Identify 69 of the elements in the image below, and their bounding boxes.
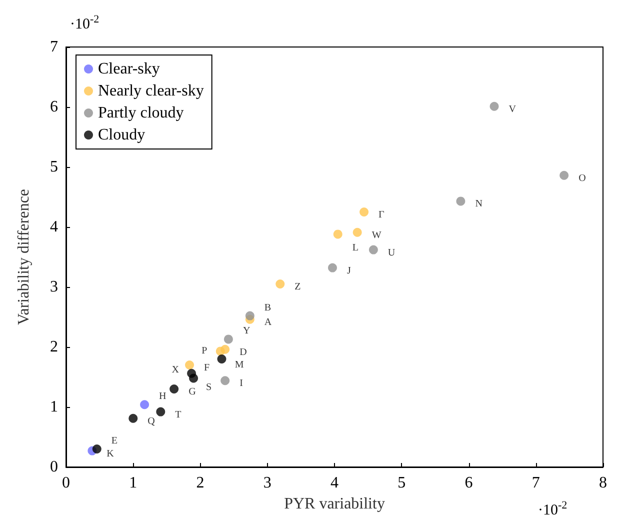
point — [128, 414, 138, 423]
y-tick-label: 4 — [50, 218, 58, 236]
y-tick-label: 2 — [50, 338, 58, 356]
point — [170, 384, 179, 394]
data-label: S — [206, 382, 212, 393]
point — [368, 245, 378, 254]
data-label: Q — [148, 416, 156, 427]
point — [140, 400, 150, 410]
data-label: Y — [242, 326, 250, 337]
data-label: F — [204, 362, 210, 374]
point — [560, 170, 569, 180]
y-tick-label: 1 — [50, 398, 58, 416]
x-tick-label: 6 — [464, 474, 473, 492]
y-tick-label: 7 — [50, 38, 58, 56]
x-tick-label: 1 — [129, 474, 138, 492]
data-label: G — [188, 386, 196, 398]
legend-label: Partly cloudy — [98, 104, 184, 122]
x-axis-title: PYR variability — [284, 495, 385, 512]
point — [352, 228, 362, 237]
point — [185, 360, 194, 370]
x-tick-label: 8 — [599, 474, 607, 492]
data-label: L — [352, 242, 358, 254]
x-tick-label: 5 — [398, 474, 406, 492]
data-label: P — [202, 346, 208, 356]
point — [220, 376, 230, 386]
y-tick-label: 6 — [50, 98, 58, 116]
y-tick-label: 5 — [50, 158, 58, 176]
data-label: I — [240, 378, 243, 390]
point — [360, 208, 369, 216]
point — [333, 230, 342, 239]
point — [156, 407, 166, 416]
point — [217, 354, 226, 364]
data-label: A — [264, 316, 272, 328]
data-label: E — [111, 436, 118, 446]
point — [216, 346, 225, 356]
data-label: Γ — [378, 210, 385, 220]
point — [92, 444, 102, 454]
data-label: N — [475, 198, 482, 210]
x-tick-label: 0 — [62, 474, 70, 492]
data-label: V — [508, 104, 517, 115]
data-label: D — [240, 346, 247, 358]
point — [245, 311, 254, 320]
y-axis-title: Variability difference — [16, 188, 32, 326]
data-label: U — [388, 247, 396, 258]
data-label: O — [578, 172, 586, 184]
point — [328, 263, 337, 272]
y-tick-label: 3 — [50, 278, 58, 296]
point — [456, 196, 466, 206]
legend-label: Nearly clear-sky — [98, 82, 204, 100]
data-label: H — [159, 391, 166, 402]
data-label: T — [175, 409, 182, 420]
y-tick-label: 0 — [50, 458, 58, 476]
point — [276, 280, 285, 288]
legend-label: Clear-sky — [98, 60, 160, 78]
point — [224, 334, 233, 344]
data-label: K — [106, 448, 115, 460]
data-label: B — [264, 302, 272, 314]
x-tick-label: 2 — [196, 474, 204, 492]
data-label: Z — [294, 282, 301, 292]
data-label: W — [372, 230, 382, 241]
legend-label: Cloudy — [98, 126, 146, 144]
x-tick-label: 4 — [330, 474, 338, 492]
data-label: M — [234, 360, 244, 371]
x-tick-label: 3 — [263, 474, 272, 492]
x-tick-label: 7 — [532, 474, 540, 492]
data-label: J — [346, 265, 351, 276]
point — [490, 102, 499, 111]
point — [189, 374, 198, 383]
data-label: X — [172, 364, 180, 376]
